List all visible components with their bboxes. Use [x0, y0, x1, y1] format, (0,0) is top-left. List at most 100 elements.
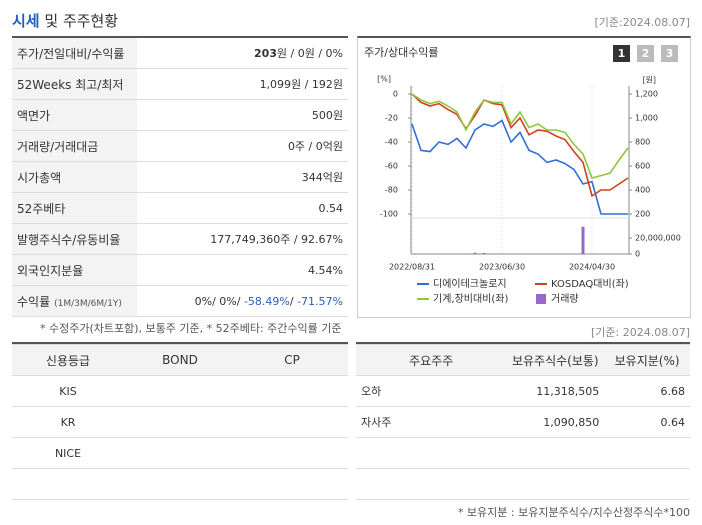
series-line	[411, 93, 629, 179]
label-note: (1M/3M/6M/1Y)	[54, 298, 122, 309]
cell	[356, 468, 507, 500]
value: /	[289, 294, 298, 308]
value-cell: 0%/ 0%/ -58.49%/ -71.57%	[137, 285, 348, 317]
row: 52주베타 0.54	[12, 192, 348, 224]
cell: NICE	[12, 437, 124, 469]
value-cell: 500원	[137, 99, 348, 131]
label: 거래량/거래대금	[17, 139, 99, 154]
y2-tick-label: 1,200	[635, 90, 658, 99]
quote-table: 주가/전일대비/수익률 203원 / 0원 / 0% 52Weeks 최고/최저 1,…	[12, 36, 348, 317]
chart: 주가/상대수익률 1 2 3 [%] [원] 0 -20 -40 -60 -80 -100 1,200 1…	[364, 45, 681, 305]
tab-label[interactable]: 3	[666, 47, 674, 60]
y2-tick-label: 1,000	[635, 114, 658, 123]
cell: 6.68	[604, 375, 690, 407]
value-cell: 344억원	[137, 161, 348, 193]
table: 신용등급 BOND CP KIS KR NICE	[12, 344, 348, 500]
value: 344억원	[301, 171, 343, 184]
value-cell: 177,749,360주 / 92.67%	[137, 223, 348, 255]
cell: 0.64	[604, 406, 690, 438]
header-cell: BOND	[124, 344, 236, 376]
row: 거래량/거래대금 0주 / 0억원	[12, 130, 348, 162]
row: 52Weeks 최고/최저 1,099원 / 192원	[12, 68, 348, 100]
header-cell: 주요주주	[356, 344, 507, 376]
value-cell: 203원 / 0원 / 0%	[137, 38, 348, 69]
y2-tick-label: 800	[635, 138, 650, 147]
header-row: 신용등급 BOND CP	[12, 344, 348, 376]
tab-label[interactable]: 1	[618, 47, 626, 60]
tab-button[interactable]	[637, 45, 654, 62]
label-cell: 액면가	[12, 99, 137, 131]
table: 주가/전일대비/수익률 203원 / 0원 / 0% 52Weeks 최고/최저 1,…	[12, 38, 348, 317]
value: 0.54	[318, 201, 344, 215]
volume-bar	[581, 226, 585, 254]
y2-tick-label: 400	[635, 186, 650, 195]
cell	[356, 437, 507, 469]
cell	[124, 437, 236, 469]
value: 203	[253, 47, 277, 60]
y-tick-label: 0	[393, 90, 398, 99]
x-tick-label: 2023/06/30	[479, 263, 525, 272]
cell	[124, 468, 236, 500]
cell	[506, 437, 605, 469]
legend-swatch	[536, 294, 546, 304]
row	[356, 468, 690, 500]
legend-label: 기계,장비대비(좌)	[433, 293, 508, 305]
header-cell: 보유주식수(보통)	[506, 344, 605, 376]
y-tick-label: -40	[385, 138, 398, 147]
label: 외국인지분율	[17, 263, 84, 278]
cell: KIS	[12, 375, 124, 407]
row: 오하 11,318,505 6.68	[356, 375, 690, 407]
y2-tick-label: 200	[635, 210, 650, 219]
tab-label[interactable]: 2	[642, 47, 650, 60]
value-cell: 4.54%	[137, 254, 348, 286]
cell	[506, 468, 605, 500]
holders-note: * 보유지분 : 보유지분주식수/지수산정주식수*100	[457, 506, 690, 519]
tab-button[interactable]	[661, 45, 678, 62]
y-tick-label: -20	[385, 114, 398, 123]
value: -71.57%	[297, 294, 343, 308]
cell	[236, 375, 348, 407]
row: 발행주식수/유동비율 177,749,360주 / 92.67%	[12, 223, 348, 255]
value-cell: 0주 / 0억원	[137, 130, 348, 162]
cell: 1,090,850	[506, 406, 605, 438]
label: 시가총액	[17, 170, 62, 185]
series-line	[411, 93, 629, 198]
cell	[236, 406, 348, 438]
label-cell: 거래량/거래대금	[12, 130, 137, 162]
value-cell: 0.54	[137, 192, 348, 224]
y-tick-label: -80	[385, 186, 398, 195]
value: 1,099원 / 192원	[259, 78, 343, 91]
label: 발행주식수/유동비율	[17, 232, 121, 247]
header-cell: CP	[236, 344, 348, 376]
cell	[12, 468, 124, 500]
volume-bar	[482, 253, 486, 254]
cell: KR	[12, 406, 124, 438]
label: 주가/전일대비/수익률	[17, 46, 125, 61]
series-line	[411, 119, 628, 215]
row: 액면가 500원	[12, 99, 348, 131]
table: 주요주주 보유주식수(보통) 보유지분(%) 오하 11,318,505 6.68 자사주 1…	[356, 344, 690, 500]
legend-label: KOSDAQ대비(좌)	[551, 278, 629, 290]
label-cell: 수익률 (1M/3M/6M/1Y)	[12, 285, 137, 317]
holders-table: 주요주주 보유주식수(보통) 보유지분(%) 오하 11,318,505 6.68 자사주 1…	[356, 342, 690, 500]
row: KIS	[12, 375, 348, 407]
y-axis-label: [%]	[377, 75, 391, 84]
row: 주가/전일대비/수익률 203원 / 0원 / 0%	[12, 38, 348, 69]
label-cell: 52주베타	[12, 192, 137, 224]
tab-button[interactable]	[613, 45, 630, 62]
row: 수익률 (1M/3M/6M/1Y) 0%/ 0%/ -58.49%/ -71.57%	[12, 285, 348, 317]
value: 4.54%	[308, 263, 343, 277]
section-title: 시세 및 주주현황	[12, 10, 118, 31]
label-cell: 시가총액	[12, 161, 137, 193]
y-tick-label: -60	[385, 162, 398, 171]
legend-label: 거래량	[551, 293, 579, 305]
cell: 오하	[356, 375, 507, 407]
footnote: * 수정주가(차트포함), 보통주 기준, * 52주베타: 주간수익률 기준	[40, 322, 342, 335]
cell	[236, 468, 348, 500]
chart-title: 주가/상대수익률	[364, 46, 439, 59]
title-accent: 시세	[12, 12, 40, 30]
row: 외국인지분율 4.54%	[12, 254, 348, 286]
cell: 자사주	[356, 406, 507, 438]
value: -58.49%	[243, 294, 290, 308]
x-tick-label: 2024/04/30	[569, 263, 615, 272]
